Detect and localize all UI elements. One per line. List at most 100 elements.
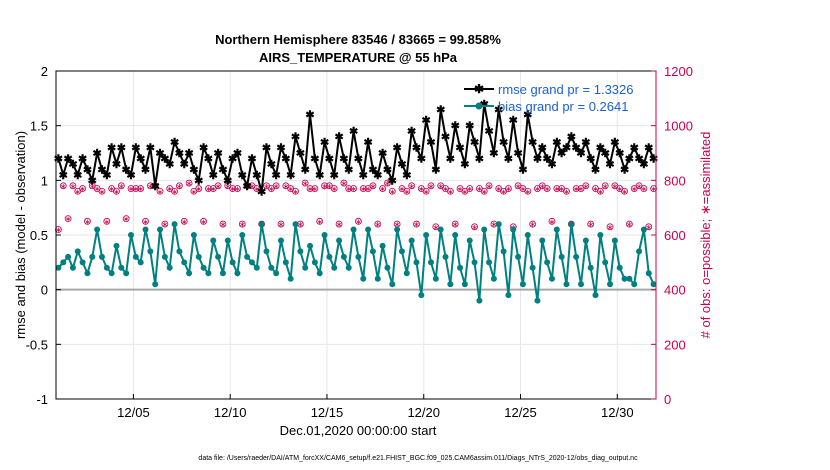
rmse-point: ✱ <box>426 137 435 149</box>
bias-point <box>389 281 396 288</box>
y-right-tick-label: 0 <box>664 392 671 407</box>
bias-point <box>190 232 197 238</box>
rmse-point: ✱ <box>281 153 290 165</box>
bias-point <box>418 292 425 299</box>
obs-assimilated-point: ∗ <box>432 223 439 232</box>
obs-assimilated-point: ∗ <box>162 220 169 229</box>
bias-point <box>384 264 391 271</box>
y-tick-label: -0.5 <box>26 337 48 352</box>
obs-possible-point <box>606 223 614 231</box>
rmse-point: ✱ <box>175 148 184 160</box>
bias-point <box>79 259 86 266</box>
obs-assimilated-point: ∗ <box>171 187 178 196</box>
obs-assimilated-point: ∗ <box>379 185 386 194</box>
obs-assimilated-point: ∗ <box>287 185 294 194</box>
rmse-point: ✱ <box>165 159 174 171</box>
rmse-point: ✱ <box>320 137 329 149</box>
x-tick-label: 12/10 <box>214 405 247 420</box>
rmse-point: ✱ <box>243 181 252 193</box>
bias-point <box>273 270 280 277</box>
obs-assimilated-point: ∗ <box>128 185 135 194</box>
obs-possible-point <box>384 179 391 187</box>
obs-assimilated-point: ∗ <box>641 185 648 194</box>
obs-possible-point <box>388 187 396 195</box>
obs-assimilated-point: ∗ <box>65 215 72 224</box>
obs-assimilated-point: ∗ <box>118 182 125 191</box>
obs-possible-point <box>185 179 193 187</box>
obs-assimilated-point: ∗ <box>602 182 609 191</box>
obs-possible-point <box>69 182 77 190</box>
obs-assimilated-point: ∗ <box>636 182 643 191</box>
obs-assimilated-point: ∗ <box>200 217 207 226</box>
rmse-point: ✱ <box>509 115 518 127</box>
obs-assimilated-point: ∗ <box>374 220 381 229</box>
x-axis-label: Dec.01,2020 00:00:00 start <box>280 423 437 438</box>
y-tick-label: -1 <box>36 392 48 407</box>
obs-assimilated-point: ∗ <box>384 179 391 188</box>
rmse-point: ✱ <box>276 143 285 155</box>
bias-point <box>166 264 173 271</box>
obs-possible-point <box>432 223 440 231</box>
obs-assimilated-point: ∗ <box>645 223 652 232</box>
bias-point <box>132 253 139 260</box>
obs-possible-point <box>113 187 120 195</box>
obs-assimilated-point: ∗ <box>587 220 594 229</box>
bias-point <box>534 297 541 304</box>
rmse-point: ✱ <box>547 159 556 171</box>
obs-assimilated-point: ∗ <box>123 215 130 224</box>
rmse-point: ✱ <box>533 153 542 165</box>
obs-possible-point <box>471 223 478 231</box>
obs-possible-point <box>229 185 237 192</box>
bias-point <box>432 275 439 282</box>
rmse-point: ✱ <box>136 153 145 165</box>
obs-possible-point <box>277 220 285 228</box>
rmse-point: ✱ <box>601 148 610 160</box>
bias-point <box>128 232 134 238</box>
obs-assimilated-point: ∗ <box>181 217 188 226</box>
obs-assimilated-point: ∗ <box>491 220 498 229</box>
bias-point <box>437 226 444 233</box>
rmse-point: ✱ <box>576 148 585 160</box>
obs-assimilated-point: ∗ <box>389 187 396 196</box>
rmse-point: ✱ <box>223 175 232 187</box>
bias-point <box>152 281 159 288</box>
bias-point <box>553 226 560 233</box>
bias-point <box>597 232 604 238</box>
rmse-point: ✱ <box>218 164 227 176</box>
rmse-point: ✱ <box>465 121 474 133</box>
obs-assimilated-point: ∗ <box>307 185 314 194</box>
bias-line <box>57 223 655 301</box>
legend: ✱ rmse grand pr = 1.3326 bias grand pr =… <box>464 82 634 114</box>
bias-point <box>486 259 493 266</box>
bias-point <box>457 264 464 271</box>
obs-assimilated-point: ∗ <box>350 185 357 194</box>
obs-assimilated-point: ∗ <box>631 185 638 194</box>
obs-assimilated-point: ∗ <box>302 179 309 188</box>
bias-point <box>103 264 110 271</box>
obs-possible-point <box>214 182 222 190</box>
obs-possible-point <box>645 223 653 231</box>
y-axis-label: rmse and bias (model - observation) <box>13 131 28 339</box>
obs-assimilated-point: ∗ <box>215 182 222 191</box>
obs-possible-point <box>446 187 454 195</box>
obs-possible-point <box>427 182 435 190</box>
bias-point <box>287 275 294 282</box>
obs-assimilated-point: ∗ <box>616 185 623 194</box>
bias-point <box>650 281 657 288</box>
bias-point <box>176 248 183 255</box>
rmse-point: ✱ <box>596 143 605 155</box>
rmse-point: ✱ <box>407 126 416 138</box>
obs-assimilated-point: ∗ <box>224 182 231 191</box>
bias-point <box>592 292 599 299</box>
obs-possible-point <box>195 185 203 192</box>
obs-possible-point <box>485 182 493 190</box>
bias-point <box>544 259 551 266</box>
rmse-point: ✱ <box>552 137 561 149</box>
obs-assimilated-point: ∗ <box>312 185 319 194</box>
rmse-point: ✱ <box>373 170 382 182</box>
y-right-tick-label: 400 <box>664 283 686 298</box>
obs-assimilated-point: ∗ <box>466 185 473 194</box>
y-tick-label: 0.5 <box>30 228 48 243</box>
bias-point <box>631 281 638 288</box>
legend-rmse-marker: ✱ <box>474 82 484 96</box>
